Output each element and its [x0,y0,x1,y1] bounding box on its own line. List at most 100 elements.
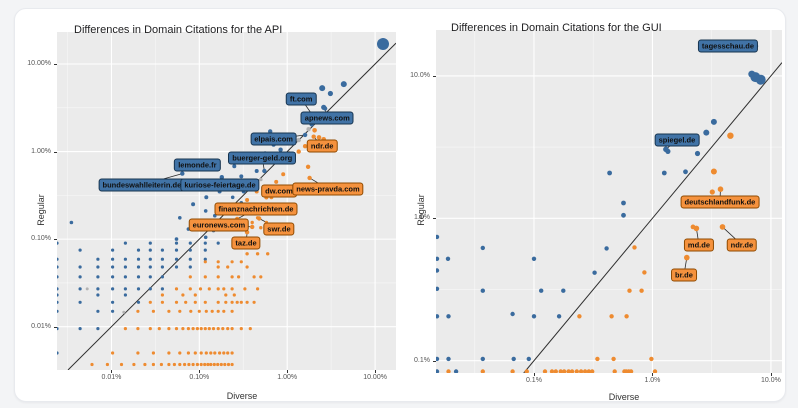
y-tick-label: 1.00% [31,147,51,155]
data-point [578,369,584,373]
data-point [319,85,326,92]
labeled-data-point [257,216,262,221]
y-tick-label: 1.0% [414,214,430,222]
data-point [230,327,234,331]
y-tick-label: 0.1% [414,356,430,364]
data-point [148,287,152,291]
data-point [446,314,451,319]
data-point [480,369,485,373]
data-point [203,235,208,240]
data-point [204,351,208,355]
data-point [136,265,141,269]
data-point [160,257,164,261]
domain-label-elpais-com: elpais.com [250,132,297,146]
data-point [206,362,210,367]
data-point [577,314,582,319]
data-point [566,369,571,373]
domain-label-kuriose-feiertage-de: kuriose-feiertage.de [180,178,260,192]
data-point [183,362,187,367]
x-tick-label: 1.0% [644,377,661,384]
data-point [377,38,389,50]
data-point [123,265,127,269]
data-point [96,309,100,313]
data-point [136,300,141,304]
data-point [230,300,234,304]
data-point [621,212,626,218]
data-point [78,265,82,269]
y-tick-label: 0.01% [31,322,51,330]
data-point [186,327,190,331]
data-point [187,362,191,367]
data-point [195,362,199,367]
data-point [57,265,59,269]
data-point [254,169,259,173]
data-point [239,174,244,179]
data-point [226,351,230,355]
data-point [111,257,115,261]
data-point [111,309,115,313]
data-point [90,362,94,367]
gui-chart-title: Differences in Domain Citations for the … [451,22,662,34]
x-tick-label: 0.01% [101,374,122,381]
data-point [96,275,100,279]
data-point [181,327,185,331]
data-point [119,362,124,367]
data-point [191,202,196,207]
data-point [727,132,734,139]
x-tick-label: 10.00% [363,374,387,381]
data-point [111,265,115,269]
data-point [123,275,127,279]
y-tick-label: 10.0% [410,71,430,79]
data-point [78,275,82,279]
data-point [160,265,164,269]
data-point [148,300,152,304]
data-point [542,369,548,373]
labeled-data-point [180,171,185,176]
labeled-data-point [302,132,308,138]
data-point [230,260,234,264]
data-point [123,293,127,297]
data-point [136,248,141,252]
data-point [210,309,214,313]
domain-label-apnews-com: apnews.com [300,111,354,125]
domain-label-swr-de: swr.de [263,222,295,236]
data-point [203,248,207,252]
data-point [188,241,192,245]
data-point [245,252,249,256]
data-point [178,216,182,220]
data-point [224,293,228,297]
y-tick-label: 10.00% [27,60,51,67]
data-point [195,327,199,331]
api-x-axis-title: Diverse [226,391,258,401]
data-point [209,351,213,355]
data-point [203,300,207,304]
data-point [302,144,308,149]
data-point [216,260,220,264]
data-point [105,362,109,367]
data-point [57,241,59,245]
domain-label-euronews-com: euronews.com [188,218,250,232]
data-point [188,287,192,291]
domain-label-deutschlandfunk-de: deutschlandfunk.de [680,195,760,209]
data-point [216,300,220,304]
data-point [582,369,588,373]
data-point [181,293,185,297]
data-point [160,293,164,297]
data-point [232,293,236,297]
data-point [259,226,263,230]
data-point [624,314,629,319]
data-point [148,327,152,331]
data-point [237,275,241,279]
data-point [188,275,192,279]
data-point [230,275,234,279]
y-tick-mark [54,64,57,65]
data-point [96,293,100,297]
data-point [216,287,220,291]
plot-panel-api [57,32,396,370]
data-point [160,287,164,291]
data-point [592,270,597,275]
data-point [111,287,115,291]
data-point [245,265,249,269]
data-point [239,300,243,304]
